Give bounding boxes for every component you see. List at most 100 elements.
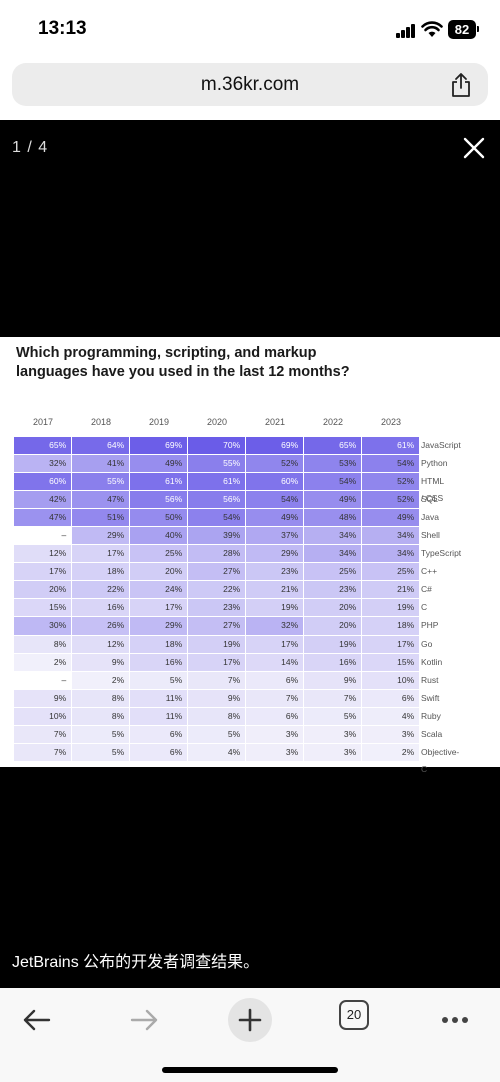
table-cell: 56%	[188, 491, 246, 509]
table-cell: 7%	[14, 725, 72, 743]
table-cell: 29%	[246, 545, 304, 563]
table-cell: 23%	[304, 581, 362, 599]
table-cell: 65%	[14, 437, 72, 455]
table-cell: 29%	[72, 527, 130, 545]
year-label: 2023	[380, 417, 402, 427]
table-cell: 10%	[14, 707, 72, 725]
table-cell: 23%	[188, 599, 246, 617]
language-label: Ruby	[421, 710, 441, 721]
language-label: TypeScript	[421, 548, 462, 559]
table-cell: 27%	[188, 617, 246, 635]
table-cell: 10%	[362, 671, 420, 689]
cellular-signal-icon	[396, 24, 416, 38]
address-bar[interactable]: m.36kr.com	[12, 63, 488, 106]
table-cell: 64%	[72, 437, 130, 455]
table-cell: 19%	[304, 635, 362, 653]
table-cell: 61%	[362, 437, 420, 455]
table-cell: 26%	[72, 617, 130, 635]
language-label: Rust	[421, 674, 439, 685]
table-cell: 34%	[362, 527, 420, 545]
close-icon[interactable]	[462, 136, 486, 160]
table-cell: 6%	[246, 671, 304, 689]
table-cell: 54%	[362, 455, 420, 473]
table-cell: 49%	[246, 509, 304, 527]
language-label: C	[421, 602, 428, 613]
table-cell: 16%	[304, 653, 362, 671]
survey-image[interactable]: Which programming, scripting, and markup…	[0, 337, 500, 774]
table-cell: 8%	[14, 635, 72, 653]
table-cell: 20%	[14, 581, 72, 599]
browser-toolbar: 20	[0, 988, 500, 1082]
table-row: –29% 40% 39% 37% 34% 34% Shell	[14, 527, 440, 545]
language-label: SQL	[421, 494, 439, 505]
more-icon[interactable]	[433, 998, 477, 1042]
table-cell: –	[14, 671, 72, 689]
language-label: C++	[421, 566, 438, 577]
table-cell: 52%	[362, 473, 420, 491]
table-cell: 6%	[130, 743, 188, 761]
table-cell: 25%	[304, 563, 362, 581]
table-cell: 5%	[72, 725, 130, 743]
table-cell: 60%	[14, 473, 72, 491]
table-cell: 49%	[130, 455, 188, 473]
table-cell: 2%	[72, 671, 130, 689]
table-row: 7% 5% 6% 5% 3% 3% 3% Scala	[14, 725, 442, 744]
table-cell: 14%	[246, 653, 304, 671]
table-cell: 19%	[188, 635, 246, 653]
table-cell: 3%	[246, 743, 304, 761]
table-row: 47% 51% 50% 54% 49% 48% 49% Java	[14, 509, 439, 527]
battery-tip	[477, 26, 479, 32]
table-cell: 19%	[362, 599, 420, 617]
table-cell: 24%	[130, 581, 188, 599]
back-arrow-icon[interactable]	[15, 998, 59, 1042]
table-cell: 7%	[304, 689, 362, 707]
table-cell: 3%	[304, 725, 362, 743]
language-label: Kotlin	[421, 656, 443, 667]
table-row: 65% 64% 69% 70% 69% 65% 61% JavaScript	[14, 437, 461, 455]
table-cell: 4%	[188, 743, 246, 761]
table-cell: 9%	[188, 689, 246, 707]
table-cell: 17%	[72, 545, 130, 563]
table-cell: 9%	[14, 689, 72, 707]
table-row: 32% 41% 49% 55% 52% 53% 54% Python	[14, 455, 447, 473]
table-cell: 69%	[246, 437, 304, 455]
table-cell: 55%	[188, 455, 246, 473]
table-cell: 34%	[304, 527, 362, 545]
year-label: 2020	[206, 417, 228, 427]
survey-title: Which programming, scripting, and markup…	[16, 344, 376, 382]
url-text[interactable]: m.36kr.com	[200, 74, 300, 95]
table-cell: 2%	[14, 653, 72, 671]
table-cell: 6%	[130, 725, 188, 743]
table-cell: 61%	[188, 473, 246, 491]
table-cell: 18%	[130, 635, 188, 653]
table-cell: 9%	[304, 671, 362, 689]
table-cell: 52%	[246, 455, 304, 473]
table-row: 20% 22% 24% 22% 21% 23% 21% C#	[14, 581, 432, 599]
table-cell: 48%	[304, 509, 362, 527]
table-cell: 49%	[362, 509, 420, 527]
new-tab-button[interactable]	[228, 998, 272, 1042]
tabs-button[interactable]: 20	[339, 1000, 369, 1030]
table-cell: 70%	[188, 437, 246, 455]
table-row: 17% 18% 20% 27% 23% 25% 25% C++	[14, 563, 437, 581]
table-cell: 2%	[362, 743, 420, 761]
table-cell: 3%	[304, 743, 362, 761]
table-cell: 21%	[362, 581, 420, 599]
table-cell: 69%	[130, 437, 188, 455]
table-cell: 16%	[130, 653, 188, 671]
language-label: HTML / CSS	[421, 476, 444, 504]
battery-icon: 82	[448, 20, 476, 39]
forward-arrow-icon[interactable]	[122, 998, 166, 1042]
table-cell: 5%	[304, 707, 362, 725]
table-cell: 61%	[130, 473, 188, 491]
table-cell: 11%	[130, 689, 188, 707]
table-row: 15% 16% 17% 23% 19% 20% 19% C	[14, 599, 427, 617]
table-cell: 39%	[188, 527, 246, 545]
year-label: 2019	[148, 417, 170, 427]
share-icon[interactable]	[450, 72, 472, 98]
table-cell: 34%	[362, 545, 420, 563]
language-label: PHP	[421, 620, 439, 631]
table-cell: 23%	[246, 563, 304, 581]
table-cell: 25%	[130, 545, 188, 563]
language-label: Scala	[421, 728, 443, 739]
